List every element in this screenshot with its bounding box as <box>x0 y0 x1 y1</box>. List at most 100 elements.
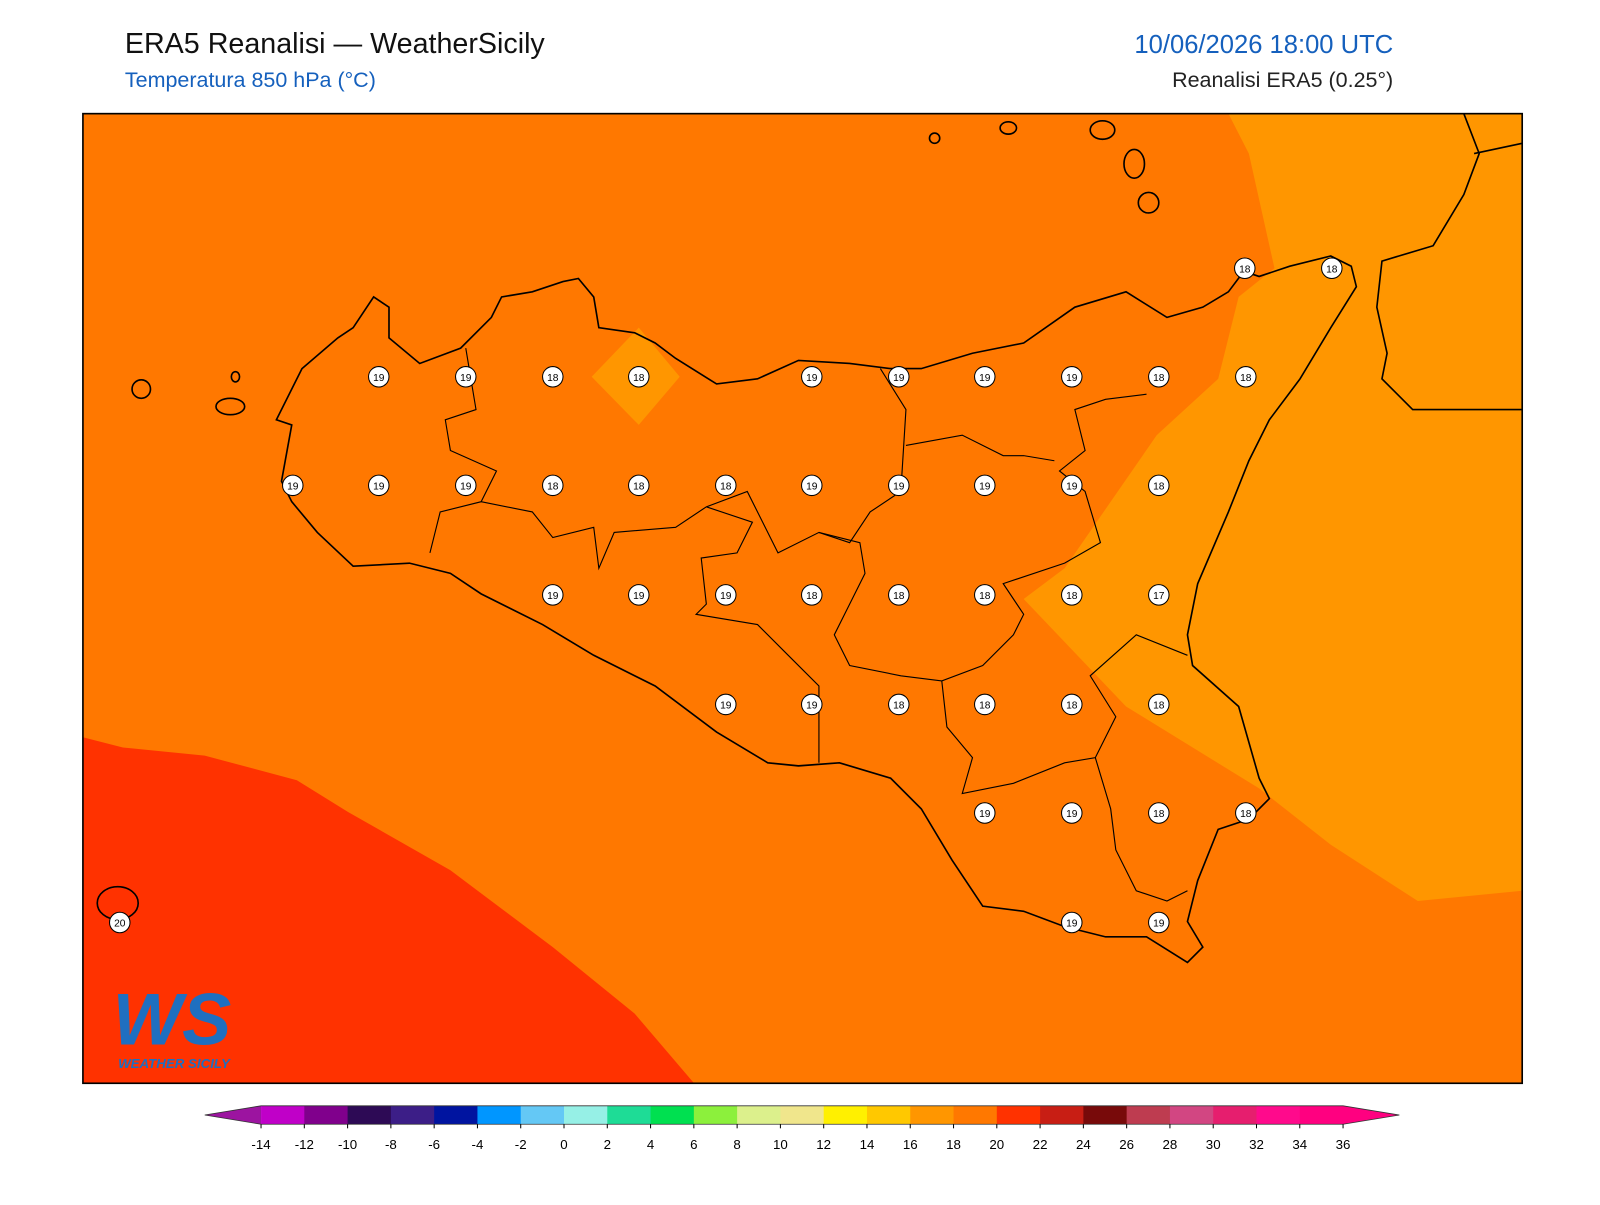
colorbar-bin <box>1299 1105 1344 1125</box>
station-marker <box>974 584 996 606</box>
station-value: 18 <box>1239 264 1251 275</box>
colorbar-bin <box>520 1105 565 1125</box>
station-marker <box>801 366 823 388</box>
station-value: 19 <box>893 373 905 384</box>
station-marker <box>888 474 910 497</box>
colorbar-bin <box>996 1105 1041 1125</box>
colorbar-bin <box>780 1105 825 1125</box>
station-value: 18 <box>547 373 559 384</box>
station-value: 18 <box>633 373 645 384</box>
station-marker <box>455 366 477 388</box>
colorbar-under <box>204 1105 262 1125</box>
colorbar-tick-label: 14 <box>860 1137 875 1152</box>
colorbar-bin <box>434 1105 478 1125</box>
station-marker <box>974 366 996 388</box>
station-value: 18 <box>893 701 905 712</box>
colorbar-bin <box>866 1105 911 1125</box>
station-marker <box>628 474 650 497</box>
station-value: 19 <box>979 481 991 492</box>
station-value: 17 <box>1153 591 1165 602</box>
map-frame <box>82 112 1524 1085</box>
colorbar-bin <box>1213 1105 1258 1125</box>
station-value: 18 <box>547 481 559 492</box>
province-border <box>429 348 1188 902</box>
colorbar-bin <box>1169 1105 1214 1125</box>
station-value: 19 <box>373 373 385 384</box>
station-value: 18 <box>1066 701 1078 712</box>
colorbar-tick-label: 34 <box>1292 1137 1307 1152</box>
station-marker <box>715 474 737 497</box>
station-value: 18 <box>1153 809 1165 820</box>
station-marker <box>282 474 304 497</box>
colorbar-bin <box>304 1105 349 1125</box>
station-value: 18 <box>720 481 732 492</box>
station-value: 18 <box>1153 373 1165 384</box>
datetime: 10/06/2026 18:00 UTC <box>1134 31 1393 59</box>
colorbar-tick-label: 10 <box>773 1137 788 1152</box>
station-value: 19 <box>1066 481 1078 492</box>
station-marker <box>801 584 823 606</box>
title: ERA5 Reanalisi — WeatherSicily <box>125 28 546 60</box>
colorbar-tick-label: 0 <box>560 1137 567 1152</box>
logo-mark: WS <box>113 977 232 1060</box>
station-marker <box>542 366 564 388</box>
colorbar-bin <box>607 1105 652 1125</box>
logo-name: WEATHER SICILY <box>118 1056 231 1071</box>
station-marker <box>1061 693 1083 716</box>
station-value: 18 <box>1066 591 1078 602</box>
station-marker <box>1148 911 1170 934</box>
colorbar-bin <box>1083 1105 1128 1125</box>
colorbar-tick-label: 18 <box>946 1137 961 1152</box>
colorbar-tick-label: 2 <box>604 1137 611 1152</box>
station-marker <box>1061 911 1083 934</box>
station-marker <box>455 474 477 497</box>
station-marker <box>1061 584 1083 606</box>
colorbar-tick-label: -10 <box>338 1137 357 1152</box>
station-value: 19 <box>287 481 299 492</box>
station-marker <box>801 474 823 497</box>
station-marker <box>1061 802 1083 824</box>
station-value: 19 <box>806 701 818 712</box>
colorbar-bin <box>347 1105 392 1125</box>
colorbar-over <box>1343 1105 1400 1125</box>
station-value: 18 <box>979 701 991 712</box>
station-value: 19 <box>893 481 905 492</box>
station-marker <box>1235 366 1257 388</box>
colorbar-bin <box>737 1105 781 1125</box>
station-marker <box>974 693 996 716</box>
station-value: 19 <box>720 701 732 712</box>
colorbar-bin <box>564 1105 608 1125</box>
station-marker <box>1148 474 1170 497</box>
station-value: 18 <box>806 591 818 602</box>
station-value: 19 <box>1066 809 1078 820</box>
colorbar-tick-label: 22 <box>1033 1137 1048 1152</box>
station-value: 19 <box>373 481 385 492</box>
source: Reanalisi ERA5 (0.25°) <box>1172 68 1393 92</box>
colorbar-tick-label: 16 <box>903 1137 918 1152</box>
coastline <box>96 113 1523 964</box>
station-marker <box>1061 366 1083 388</box>
station-value: 19 <box>806 481 818 492</box>
colorbar-tick-label: -8 <box>385 1137 397 1152</box>
colorbar-bin <box>953 1105 998 1125</box>
station-marker <box>1148 802 1170 824</box>
station-value: 19 <box>460 481 472 492</box>
station-marker <box>1235 802 1257 824</box>
station-value: 18 <box>1153 481 1165 492</box>
colorbar-bin <box>1126 1105 1171 1125</box>
station-value: 18 <box>979 591 991 602</box>
colorbar-tick-label: 32 <box>1249 1137 1264 1152</box>
station-marker <box>1234 257 1256 280</box>
station-value: 18 <box>633 481 645 492</box>
station-marker <box>542 584 564 606</box>
station-marker <box>888 366 910 388</box>
colorbar: -14 -12 -10 -8 -6 -4 -2 0 2 4 6 8 10 12 14 16 18 20 22 24 26… <box>204 1105 1400 1152</box>
station-marker <box>801 693 823 716</box>
station-marker <box>1148 693 1170 716</box>
station-value: 18 <box>1240 373 1252 384</box>
colorbar-tick-label: -14 <box>251 1137 270 1152</box>
station-marker <box>628 584 650 606</box>
station-marker <box>715 693 737 716</box>
colorbar-tick-label: 6 <box>690 1137 697 1152</box>
